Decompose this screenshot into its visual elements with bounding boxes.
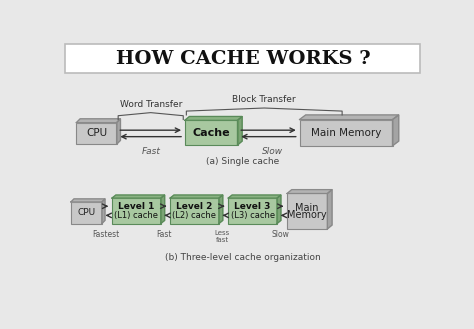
Text: CPU: CPU xyxy=(77,208,95,217)
Polygon shape xyxy=(161,195,164,223)
Bar xyxy=(185,120,237,145)
Polygon shape xyxy=(117,119,120,144)
Text: Cache: Cache xyxy=(192,128,230,138)
Polygon shape xyxy=(287,190,332,193)
Polygon shape xyxy=(76,119,120,123)
Polygon shape xyxy=(237,116,242,145)
Polygon shape xyxy=(102,199,105,223)
Bar xyxy=(170,198,219,223)
Polygon shape xyxy=(219,195,223,223)
Text: Level 1: Level 1 xyxy=(118,202,155,212)
Text: Memory: Memory xyxy=(287,210,327,220)
Text: CPU: CPU xyxy=(86,128,107,139)
Bar xyxy=(228,198,277,223)
Text: Main Memory: Main Memory xyxy=(311,128,381,138)
Text: Level 3: Level 3 xyxy=(235,202,271,212)
Text: Fastest: Fastest xyxy=(92,230,119,240)
Text: Slow: Slow xyxy=(262,147,283,156)
Text: (b) Three-level cache organization: (b) Three-level cache organization xyxy=(165,253,321,262)
Polygon shape xyxy=(392,115,399,146)
Polygon shape xyxy=(300,115,399,119)
Text: (a) Single cache: (a) Single cache xyxy=(206,157,280,166)
Bar xyxy=(287,193,328,229)
Polygon shape xyxy=(71,199,105,202)
Text: Block Transfer: Block Transfer xyxy=(232,95,296,104)
Text: HOW CACHE WORKS ?: HOW CACHE WORKS ? xyxy=(116,50,370,68)
Text: (L1) cache: (L1) cache xyxy=(114,211,158,220)
Text: Level 2: Level 2 xyxy=(176,202,213,212)
Text: Main: Main xyxy=(295,203,319,213)
Text: (L2) cache: (L2) cache xyxy=(173,211,217,220)
Text: Word Transfer: Word Transfer xyxy=(119,100,182,109)
Polygon shape xyxy=(170,195,223,198)
Bar xyxy=(65,44,420,73)
Bar xyxy=(71,202,102,223)
Text: (L3) cache: (L3) cache xyxy=(230,211,274,220)
Polygon shape xyxy=(277,195,281,223)
Text: Fast: Fast xyxy=(141,147,160,156)
Text: Fast: Fast xyxy=(156,230,172,240)
Polygon shape xyxy=(112,195,164,198)
Polygon shape xyxy=(328,190,332,229)
Polygon shape xyxy=(185,116,242,120)
Bar xyxy=(76,123,117,144)
Bar xyxy=(300,119,392,146)
Bar xyxy=(112,198,161,223)
Polygon shape xyxy=(228,195,281,198)
Text: Less
fast: Less fast xyxy=(214,230,229,243)
Text: Slow: Slow xyxy=(272,230,290,240)
